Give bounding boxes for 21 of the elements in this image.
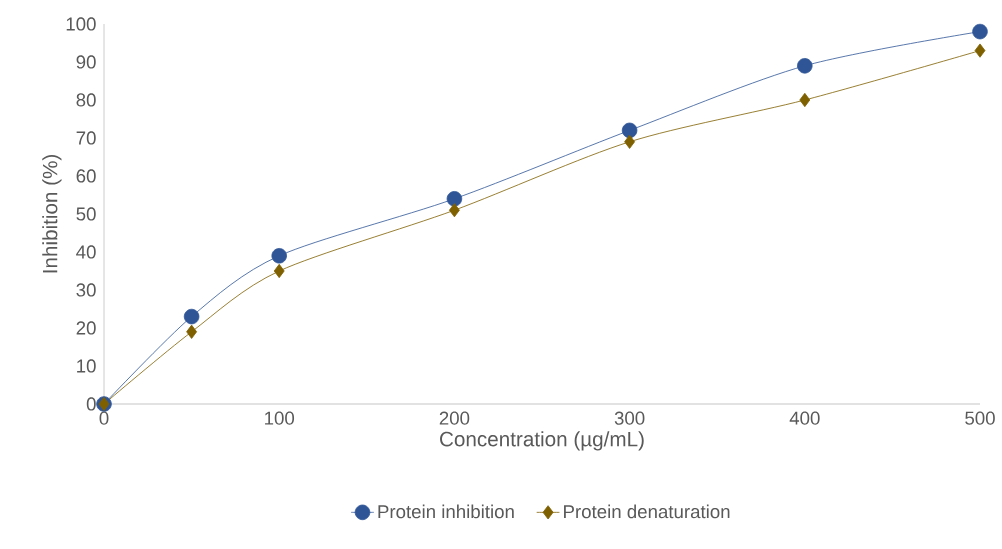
x-tick-label: 100 (265, 411, 295, 425)
y-tick-label: 100 (66, 17, 96, 31)
y-tick-label: 50 (76, 207, 96, 221)
x-tick-label: 400 (789, 411, 820, 425)
y-tick-label: 40 (76, 245, 96, 259)
x-axis-title: Concentration (µg/mL) (440, 431, 644, 451)
x-tick-label: 300 (614, 411, 645, 425)
x-tick-label: 0 (99, 411, 109, 425)
y-tick-label: 20 (76, 321, 96, 335)
y-tick-label: 90 (76, 55, 96, 69)
legend-label: Protein inhibition (378, 504, 514, 519)
y-tick-label: 30 (76, 283, 96, 297)
y-axis-title: Inhibition (%) (42, 155, 62, 273)
y-tick-label: 10 (77, 359, 96, 373)
y-tick-label: 80 (76, 93, 96, 107)
x-tick-label: 500 (965, 411, 995, 425)
y-tick-label: 60 (76, 169, 96, 183)
x-tick-label: 200 (439, 411, 470, 425)
y-tick-label: 70 (76, 131, 96, 145)
y-tick-label: 0 (86, 397, 96, 411)
legend-label: Protein denaturation (564, 504, 730, 519)
